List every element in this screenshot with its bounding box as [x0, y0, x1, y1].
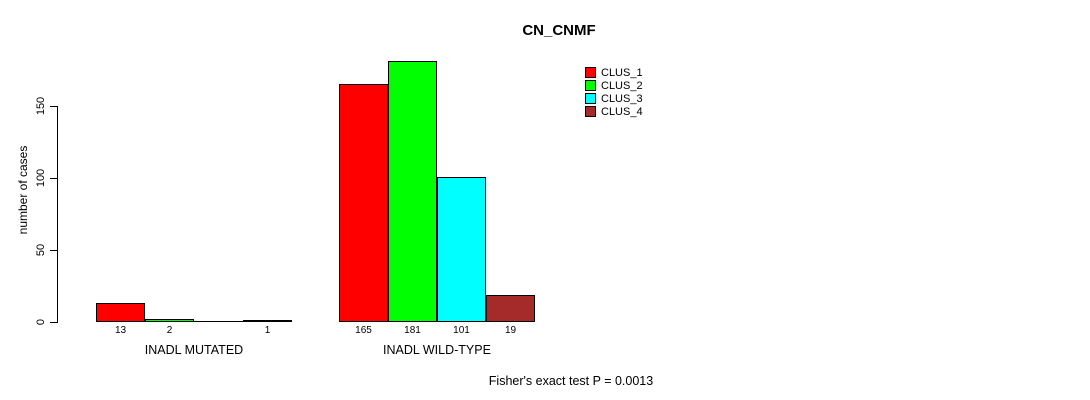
x-category-label: INADL WILD-TYPE [383, 343, 491, 357]
bar [145, 319, 194, 322]
y-tick-mark [50, 322, 57, 323]
bar [486, 295, 535, 322]
y-axis-line [57, 106, 58, 323]
y-tick-label: 50 [35, 243, 47, 257]
bar-count-label: 1 [264, 325, 271, 336]
legend-label: CLUS_2 [601, 79, 643, 92]
bar-count-label: 2 [166, 325, 173, 336]
fisher-test-annotation: Fisher's exact test P = 0.0013 [488, 374, 654, 388]
y-axis-title: number of cases [16, 145, 30, 235]
y-tick-label: 150 [35, 96, 47, 116]
legend-swatch [585, 93, 596, 104]
legend-swatch [585, 67, 596, 78]
bar-count-label: 165 [355, 325, 372, 336]
bar [96, 303, 145, 322]
y-tick-mark [50, 250, 57, 251]
bar-count-label: 19 [504, 325, 517, 336]
legend-swatch [585, 80, 596, 91]
legend-label: CLUS_3 [601, 92, 643, 105]
bar [437, 177, 486, 322]
legend-label: CLUS_1 [601, 66, 643, 79]
y-tick-label: 0 [35, 318, 47, 326]
chart-title: CN_CNMF [522, 22, 596, 39]
bar-count-label: 13 [114, 325, 127, 336]
bar [388, 61, 437, 322]
y-tick-label: 100 [35, 168, 47, 188]
bar-count-label: 101 [453, 325, 470, 336]
bar [339, 84, 388, 322]
y-tick-mark [50, 178, 57, 179]
x-category-label: INADL MUTATED [144, 343, 244, 357]
legend-label: CLUS_4 [601, 105, 643, 118]
y-tick-mark [50, 106, 57, 107]
bar [243, 320, 292, 322]
bar [194, 321, 243, 322]
bar-count-label: 181 [404, 325, 421, 336]
legend-swatch [585, 106, 596, 117]
